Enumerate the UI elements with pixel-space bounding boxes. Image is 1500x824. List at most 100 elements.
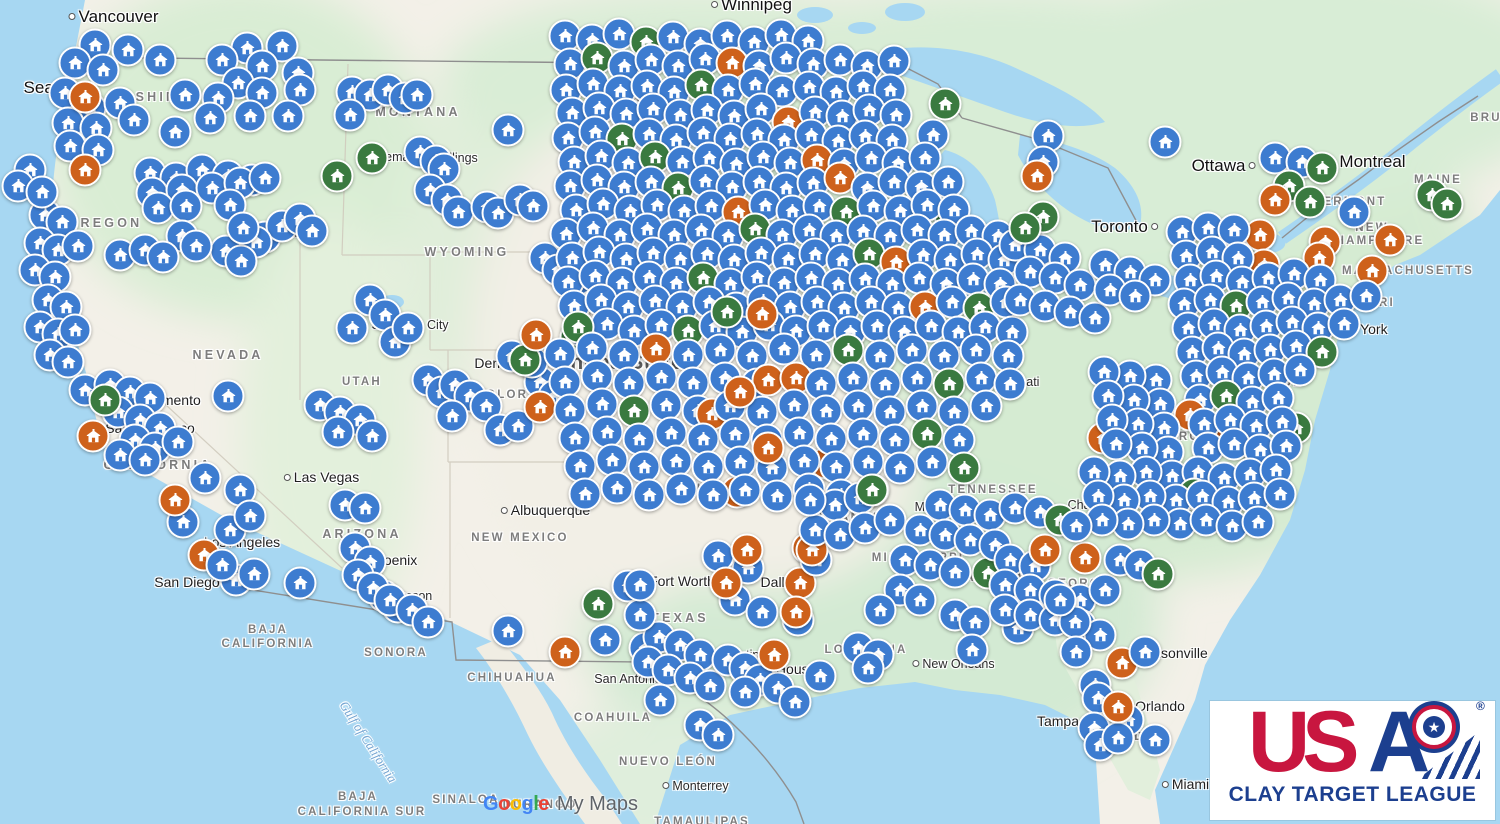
map-marker[interactable] (348, 491, 382, 525)
map-marker[interactable] (1283, 353, 1317, 387)
map-marker[interactable] (728, 675, 762, 709)
map-marker[interactable] (778, 685, 812, 719)
map-marker[interactable] (1305, 335, 1339, 369)
map-marker[interactable] (710, 295, 744, 329)
map-marker[interactable] (491, 614, 525, 648)
map-marker[interactable] (86, 53, 120, 87)
map-marker[interactable] (873, 503, 907, 537)
map-marker[interactable] (779, 595, 813, 629)
map-marker[interactable] (117, 103, 151, 137)
map-marker[interactable] (1138, 723, 1172, 757)
map-marker[interactable] (927, 339, 961, 373)
map-marker[interactable] (632, 478, 666, 512)
map-marker[interactable] (1327, 307, 1361, 341)
map-marker[interactable] (760, 479, 794, 513)
map-marker[interactable] (581, 587, 615, 621)
map-marker[interactable] (1068, 541, 1102, 575)
map-marker[interactable] (1028, 533, 1062, 567)
map-marker[interactable] (643, 683, 677, 717)
map-marker[interactable] (1349, 279, 1383, 313)
map-marker[interactable] (205, 43, 239, 77)
map-marker[interactable] (947, 451, 981, 485)
map-marker[interactable] (723, 375, 757, 409)
map-marker[interactable] (193, 101, 227, 135)
map-marker[interactable] (955, 633, 989, 667)
map-marker[interactable] (128, 443, 162, 477)
map-marker[interactable] (233, 99, 267, 133)
map-marker[interactable] (676, 366, 710, 400)
map-marker[interactable] (793, 483, 827, 517)
map-marker[interactable] (88, 383, 122, 417)
map-marker[interactable] (355, 141, 389, 175)
map-marker[interactable] (1373, 223, 1407, 257)
map-marker[interactable] (883, 451, 917, 485)
map-marker[interactable] (1430, 187, 1464, 221)
map-marker[interactable] (938, 555, 972, 589)
map-marker[interactable] (585, 387, 619, 421)
map-marker[interactable] (686, 422, 720, 456)
map-marker[interactable] (803, 659, 837, 693)
map-marker[interactable] (1101, 721, 1135, 755)
map-marker[interactable] (58, 313, 92, 347)
map-marker[interactable] (548, 635, 582, 669)
map-marker[interactable] (1241, 505, 1275, 539)
map-marker[interactable] (441, 195, 475, 229)
map-marker[interactable] (68, 80, 102, 114)
map-marker[interactable] (1305, 151, 1339, 185)
map-marker[interactable] (320, 159, 354, 193)
map-marker[interactable] (188, 461, 222, 495)
map-marker[interactable] (915, 445, 949, 479)
map-marker[interactable] (664, 472, 698, 506)
map-marker[interactable] (523, 390, 557, 424)
map-marker[interactable] (623, 598, 657, 632)
map-marker[interactable] (1059, 509, 1093, 543)
map-marker[interactable] (51, 345, 85, 379)
map-marker[interactable] (600, 471, 634, 505)
map-marker[interactable] (964, 361, 998, 395)
map-marker[interactable] (335, 311, 369, 345)
map-marker[interactable] (321, 415, 355, 449)
map-marker[interactable] (575, 331, 609, 365)
map-marker[interactable] (928, 87, 962, 121)
map-marker[interactable] (595, 443, 629, 477)
map-marker[interactable] (644, 360, 678, 394)
map-marker[interactable] (491, 113, 525, 147)
map-marker[interactable] (1008, 211, 1042, 245)
map-marker[interactable] (411, 605, 445, 639)
map-marker[interactable] (283, 566, 317, 600)
map-marker[interactable] (1059, 635, 1093, 669)
map-marker[interactable] (875, 123, 909, 157)
google-my-maps-watermark[interactable]: Google My Maps (483, 793, 638, 816)
map-marker[interactable] (1101, 690, 1135, 724)
map-marker[interactable] (283, 73, 317, 107)
map-marker[interactable] (161, 425, 195, 459)
map-marker[interactable] (169, 189, 203, 223)
map-marker[interactable] (709, 566, 743, 600)
map-marker[interactable] (942, 423, 976, 457)
my-maps-label[interactable]: My Maps (556, 793, 639, 815)
map-marker[interactable] (58, 46, 92, 80)
map-marker[interactable] (1088, 573, 1122, 607)
map-marker[interactable] (1099, 427, 1133, 461)
map-marker[interactable] (563, 449, 597, 483)
map-marker[interactable] (76, 419, 110, 453)
map-marker[interactable] (863, 339, 897, 373)
map-marker[interactable] (751, 431, 785, 465)
map-marker[interactable] (728, 473, 762, 507)
map-marker[interactable] (654, 416, 688, 450)
map-marker[interactable] (248, 161, 282, 195)
map-marker[interactable] (553, 393, 587, 427)
map-marker[interactable] (233, 499, 267, 533)
map-marker[interactable] (745, 297, 779, 331)
map-marker[interactable] (143, 43, 177, 77)
map-marker[interactable] (508, 343, 542, 377)
map-marker[interactable] (751, 363, 785, 397)
map-marker[interactable] (168, 78, 202, 112)
map-marker[interactable] (1337, 195, 1371, 229)
map-marker[interactable] (1020, 159, 1054, 193)
map-marker[interactable] (355, 419, 389, 453)
map-marker[interactable] (226, 211, 260, 245)
map-marker[interactable] (516, 189, 550, 223)
map-marker[interactable] (877, 44, 911, 78)
